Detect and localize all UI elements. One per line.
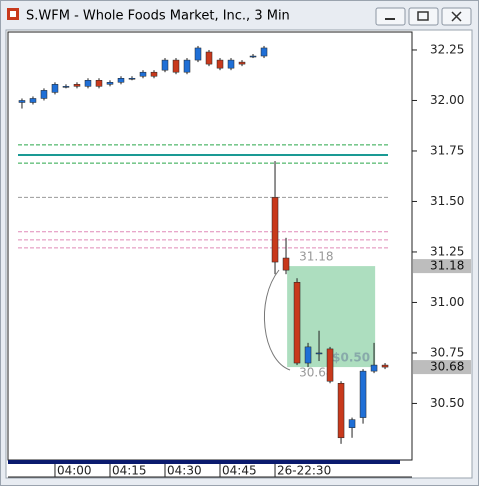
x-tick-label: 04:00 [57, 464, 92, 478]
x-tick-label: 26-22:30 [277, 464, 331, 478]
candle-body [29, 98, 37, 103]
price-marker [413, 259, 471, 274]
y-tick-label: 30.75 [430, 345, 464, 359]
candle-body [271, 197, 279, 263]
minimize-button[interactable] [375, 7, 406, 26]
candle-body [381, 364, 389, 368]
candle-body [139, 71, 147, 77]
window-title: S.WFM - Whole Foods Market, Inc., 3 Min [26, 9, 290, 24]
y-tick-label: 31.00 [430, 295, 464, 309]
maximize-button[interactable] [408, 7, 439, 26]
y-tick-label: 31.50 [430, 194, 464, 208]
x-tick-label: 04:15 [112, 464, 147, 478]
candle-body [282, 257, 290, 271]
candle-body [205, 51, 213, 65]
candle-body [370, 364, 378, 372]
candle-body [337, 382, 345, 439]
y-tick-label: 32.25 [430, 42, 464, 56]
price-marker-label: 30.68 [430, 360, 464, 374]
y-tick-label: 30.50 [430, 396, 464, 410]
range-low-label: 30.68 [299, 366, 333, 380]
y-tick-label: 31.25 [430, 244, 464, 258]
candle-body [293, 282, 301, 364]
candle-body [216, 59, 224, 69]
candle-body [249, 55, 257, 58]
window-buttons[interactable] [375, 7, 472, 26]
candle-body [348, 419, 356, 428]
candle-body [315, 352, 323, 355]
measure-arc [263, 269, 291, 371]
range-high-label: 31.18 [299, 250, 333, 264]
candle-body [260, 47, 268, 57]
scroll-bar[interactable] [8, 460, 400, 464]
price-marker [413, 360, 471, 375]
candle-body [128, 78, 136, 80]
candle-body [62, 86, 70, 88]
candle-body [183, 59, 191, 73]
y-tick-label: 31.75 [430, 143, 464, 157]
close-icon [451, 11, 462, 22]
candle-body [359, 370, 367, 418]
candle-body [73, 84, 81, 87]
candle-body [227, 59, 235, 69]
app-icon-inner [10, 11, 16, 17]
candle-body [150, 71, 158, 77]
x-tick-label: 04:45 [222, 464, 257, 478]
candle-body [18, 100, 26, 103]
y-tick-label: 32.00 [430, 93, 464, 107]
candle-body [194, 47, 202, 61]
candle-body [84, 80, 92, 87]
candle-body [238, 61, 246, 65]
candle-body [40, 90, 48, 99]
candle-body [326, 348, 334, 382]
x-tick-label: 04:30 [167, 464, 202, 478]
plot-area [7, 31, 413, 461]
range-diff-label: $0.50 [332, 351, 370, 365]
candle-body [95, 80, 103, 87]
candle-body [161, 59, 169, 71]
candle-body [172, 59, 180, 73]
maximize-icon [417, 11, 429, 21]
candle-body [117, 78, 125, 83]
candle-body [51, 84, 59, 93]
candle-body [304, 346, 312, 364]
price-marker-label: 31.18 [430, 259, 464, 273]
candle-body [106, 82, 114, 85]
